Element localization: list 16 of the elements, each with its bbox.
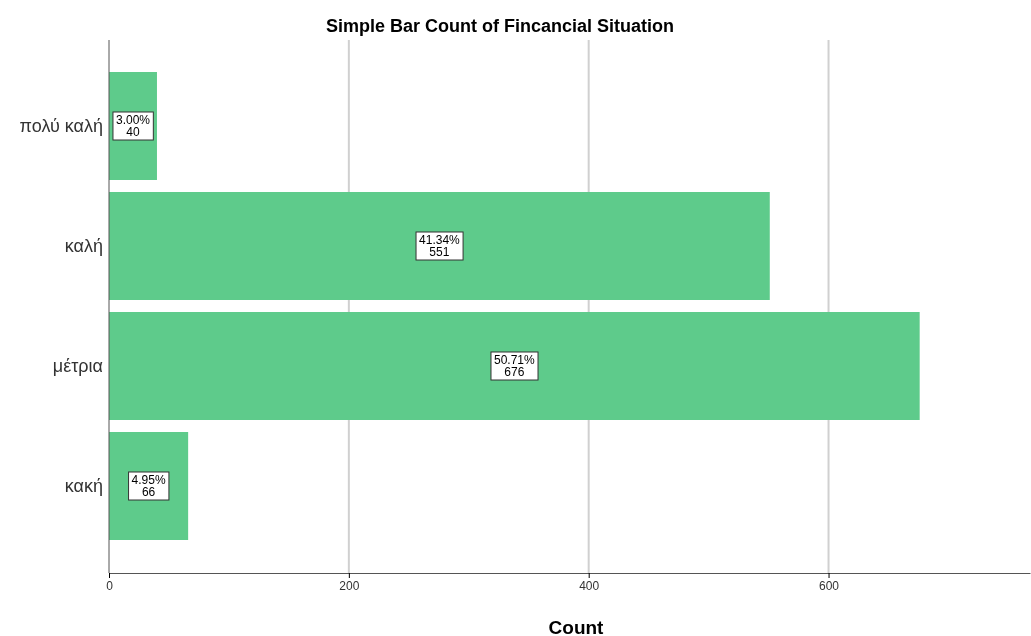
x-tick-label: 400 — [579, 578, 600, 593]
x-tick-label: 200 — [339, 578, 360, 593]
bar — [109, 312, 920, 420]
x-tick-label: 600 — [819, 578, 840, 593]
data-label: 4.95% 66 — [131, 473, 166, 499]
data-label: 41.34% 551 — [419, 233, 461, 259]
data-label: 3.00% 40 — [115, 113, 151, 139]
y-tick-label: κακή — [64, 475, 103, 496]
bar — [109, 192, 770, 300]
data-label: 50.71% 676 — [493, 353, 536, 379]
x-axis-title: Count — [548, 617, 605, 636]
y-tick-label: μέτρια — [52, 355, 103, 376]
chart-title: Simple Bar Count of Fincancial Situation — [325, 16, 675, 36]
y-tick-label: καλή — [64, 235, 103, 256]
y-tick-label: πολύ καλή — [19, 115, 103, 136]
x-tick-label: 0 — [106, 578, 114, 593]
